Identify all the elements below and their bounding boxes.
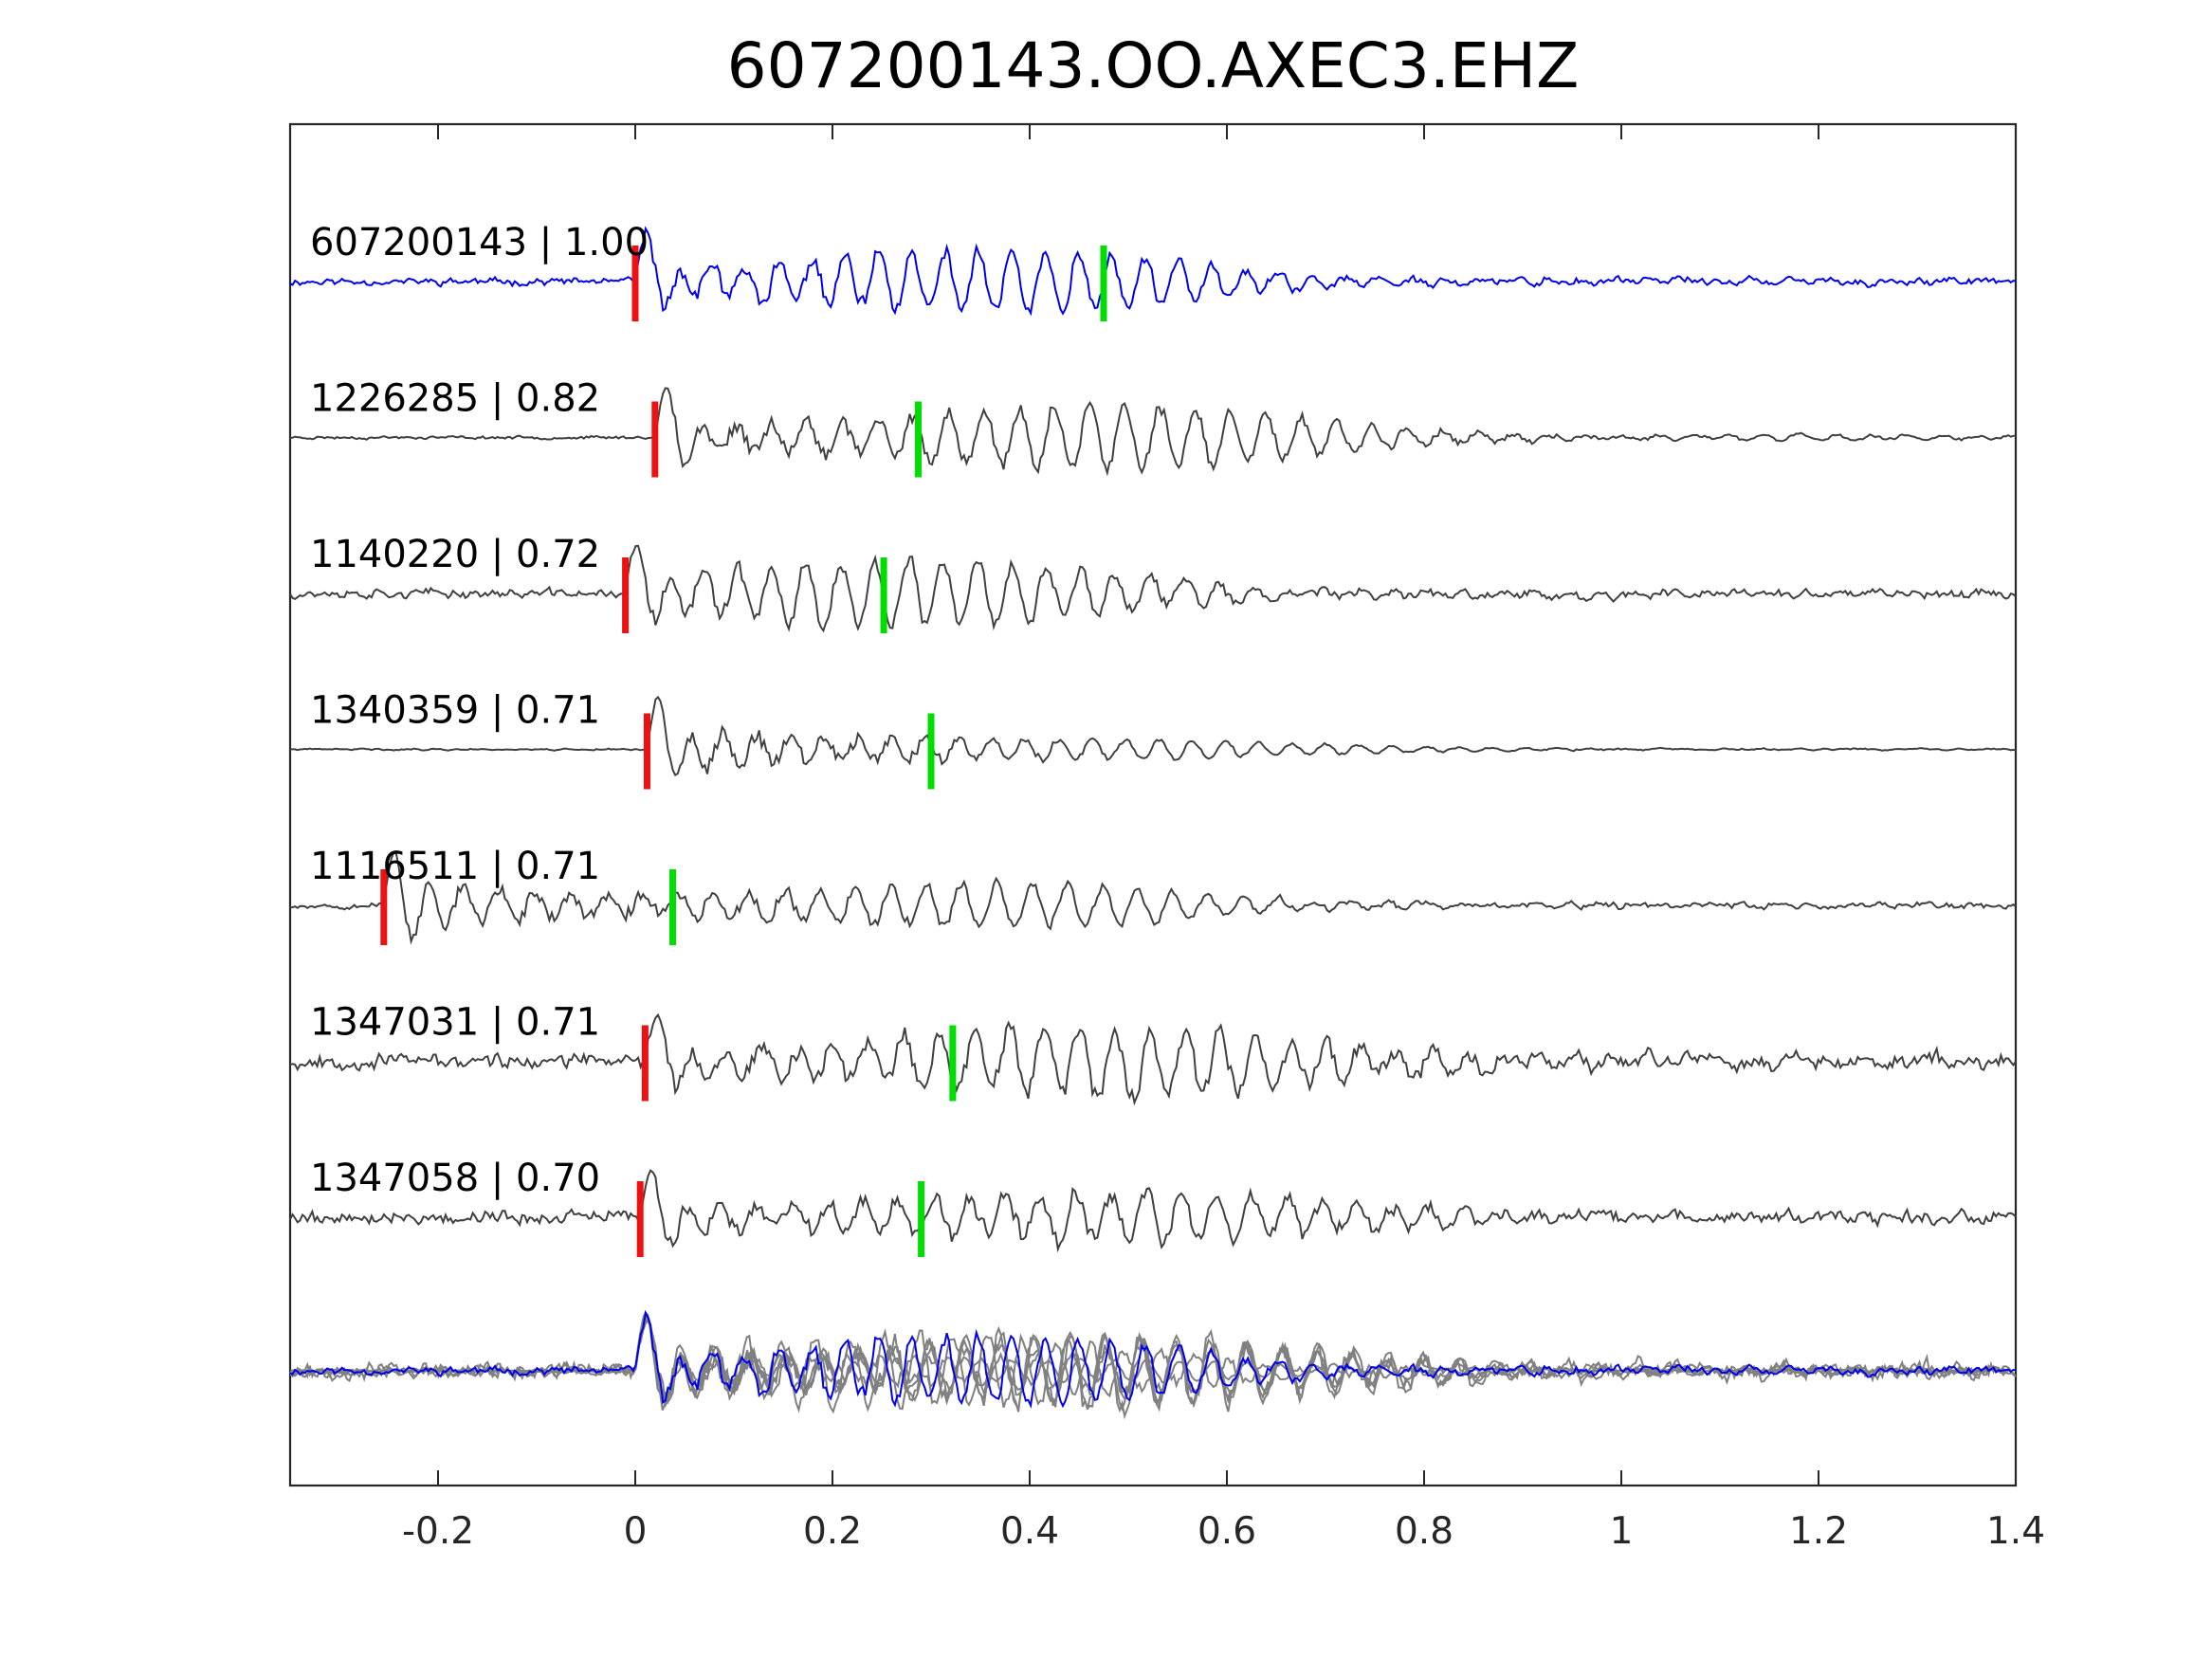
x-tick-label: 1.2	[1789, 1510, 1848, 1553]
chart-title: 607200143.OO.AXEC3.EHZ	[727, 29, 1580, 102]
x-tick-label: 1.4	[1986, 1510, 2045, 1553]
waveform-traces	[289, 226, 2017, 1257]
x-tick-label: 0.2	[803, 1510, 862, 1553]
trace-label: 1347031 | 0.71	[310, 1001, 600, 1045]
x-tick-label: 0.4	[1000, 1510, 1059, 1553]
trace-1226285	[289, 387, 2017, 477]
trace-labels: 607200143 | 1.00 1226285 | 0.82 1140220 | …	[310, 221, 649, 1200]
x-tick-label: -0.2	[402, 1510, 474, 1553]
overlay-stack	[289, 1309, 2017, 1420]
x-tick-label: 1	[1610, 1510, 1634, 1553]
stack-trace-607200143	[289, 1309, 2017, 1409]
trace-label: 1340359 | 0.71	[310, 689, 600, 733]
axes-frame	[288, 122, 2018, 1487]
trace-1347058	[289, 1169, 2017, 1253]
x-tick-label: 0	[624, 1510, 648, 1553]
trace-1340359	[289, 695, 2017, 777]
trace-label: 1226285 | 0.82	[310, 377, 600, 421]
trace-1116511	[289, 850, 2017, 945]
trace-1347031	[289, 1012, 2017, 1106]
trace-label: 1140220 | 0.72	[310, 533, 600, 576]
plot-axes: -0.2 0 0.2 0.4 0.6 0.8 1 1.2 1.4 607200143 | 1.0…	[288, 122, 2045, 1553]
trace-1140220	[289, 544, 2017, 633]
trace-label: 1116511 | 0.71	[310, 845, 600, 888]
trace-label: 607200143 | 1.00	[310, 221, 649, 264]
trace-607200143	[289, 226, 2017, 317]
x-tick-label: 0.8	[1395, 1510, 1453, 1553]
x-tick-label: 0.6	[1197, 1510, 1256, 1553]
trace-label: 1347058 | 0.70	[310, 1157, 600, 1200]
x-axis-ticks: -0.2 0 0.2 0.4 0.6 0.8 1 1.2 1.4	[402, 124, 2045, 1553]
